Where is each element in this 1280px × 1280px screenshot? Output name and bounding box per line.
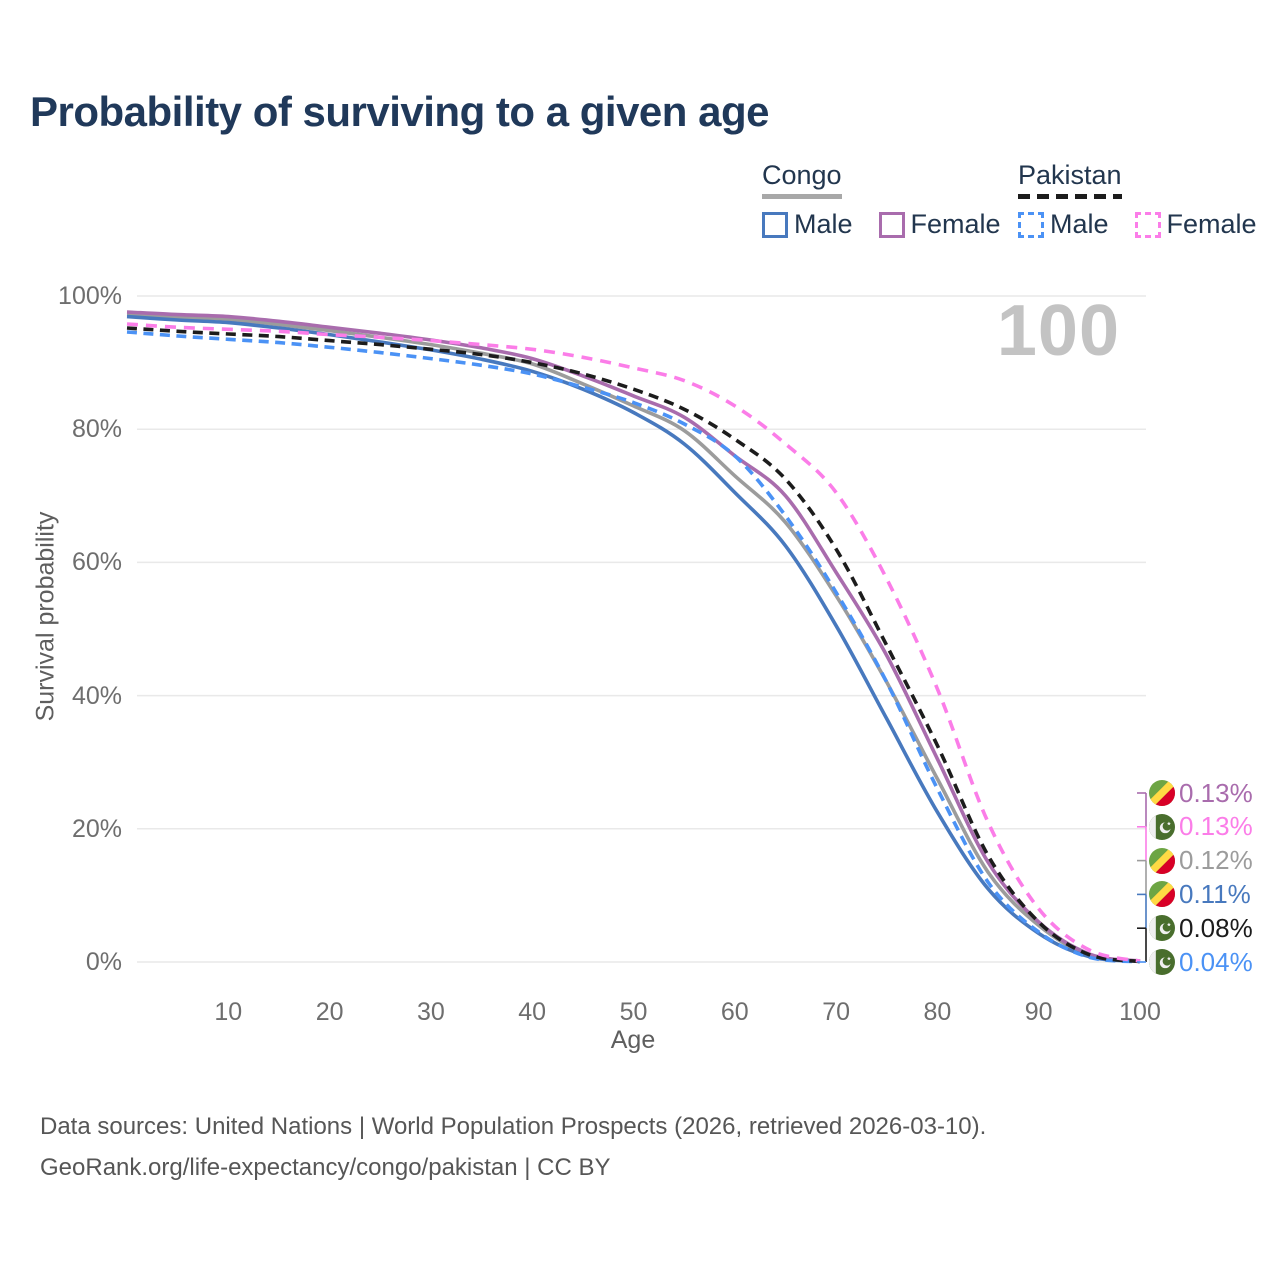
- x-tick-label: 20: [315, 998, 344, 1026]
- legend-group-congo: Congo Male Female: [762, 160, 1001, 240]
- legend-label: Female: [1166, 209, 1257, 239]
- x-tick-label: 100: [1119, 998, 1161, 1026]
- congo-male-swatch-icon: [762, 211, 788, 238]
- congo-flag-icon: [1149, 881, 1175, 908]
- data-sources-line: Data sources: United Nations | World Pop…: [40, 1113, 987, 1140]
- end-label-value: 0.13%: [1179, 811, 1253, 842]
- x-tick-label: 40: [518, 998, 547, 1026]
- y-axis-title: Survival probability: [31, 511, 60, 722]
- pakistan-male-swatch-icon: [1018, 211, 1044, 238]
- end-label-congo-male: 0.11%: [1149, 878, 1251, 909]
- end-label-value: 0.13%: [1179, 777, 1253, 808]
- legend-label: Female: [910, 209, 1001, 239]
- x-tick-label: 50: [619, 998, 648, 1026]
- end-label-congo: 0.12%: [1149, 845, 1253, 876]
- x-tick-label: 70: [822, 998, 850, 1026]
- legend-item-pakistan-male[interactable]: Male: [1018, 209, 1109, 240]
- end-label-value: 0.08%: [1179, 912, 1253, 943]
- y-tick-label: 60%: [71, 548, 122, 577]
- legend-label: Male: [1050, 209, 1109, 239]
- page-title: Probability of surviving to a given age: [30, 88, 769, 135]
- x-axis-title: Age: [610, 1026, 656, 1054]
- legend-item-pakistan-female[interactable]: Female: [1134, 209, 1257, 240]
- y-tick-label: 20%: [71, 814, 122, 843]
- x-tick-label: 30: [416, 998, 445, 1026]
- age-counter-watermark: 100: [996, 291, 1120, 371]
- pakistan-flag-icon: [1149, 915, 1175, 942]
- legend-congo-underline: [762, 194, 842, 199]
- end-label-pakistan-male: 0.04%: [1149, 946, 1253, 977]
- x-tick-label: 60: [720, 998, 749, 1026]
- line-congo-all[interactable]: [126, 312, 1141, 963]
- end-label-congo-female: 0.13%: [1149, 777, 1253, 808]
- line-pakistan-female[interactable]: [126, 322, 1141, 963]
- legend-congo-title: Congo: [762, 160, 842, 190]
- x-tick-label: 80: [923, 998, 952, 1026]
- end-label-value: 0.12%: [1179, 845, 1253, 876]
- line-pakistan-male[interactable]: [126, 330, 1141, 964]
- attribution-link-line: GeoRank.org/life-expectancy/congo/pakist…: [40, 1154, 611, 1181]
- footer: Data sources: United Nations | World Pop…: [40, 1106, 986, 1188]
- line-congo-female[interactable]: [126, 310, 1141, 963]
- pakistan-flag-icon: [1149, 813, 1175, 840]
- end-label-value: 0.11%: [1179, 878, 1251, 909]
- y-tick-label: 0%: [85, 948, 122, 976]
- legend-item-congo-female[interactable]: Female: [878, 209, 1001, 240]
- legend-pakistan-title: Pakistan: [1018, 160, 1122, 190]
- y-tick-label: 100%: [58, 282, 122, 310]
- congo-flag-icon: [1149, 780, 1175, 806]
- congo-flag-icon: [1149, 847, 1175, 874]
- legend-pakistan-underline: [1018, 194, 1122, 199]
- end-label-pakistan: 0.08%: [1149, 912, 1253, 943]
- line-pakistan-all[interactable]: [126, 326, 1141, 964]
- pakistan-flag-icon: [1149, 949, 1175, 975]
- legend-label: Male: [794, 209, 853, 239]
- y-tick-label: 40%: [71, 681, 122, 710]
- legend-item-congo-male[interactable]: Male: [762, 209, 853, 240]
- congo-female-swatch-icon: [878, 211, 905, 238]
- x-tick-label: 90: [1024, 998, 1053, 1026]
- pakistan-female-swatch-icon: [1134, 211, 1161, 238]
- y-tick-label: 80%: [71, 415, 122, 444]
- end-label-pakistan-female: 0.13%: [1149, 811, 1253, 842]
- x-tick-label: 10: [214, 998, 243, 1026]
- end-label-value: 0.04%: [1179, 946, 1253, 977]
- legend-group-pakistan: Pakistan Male Female: [1018, 160, 1257, 240]
